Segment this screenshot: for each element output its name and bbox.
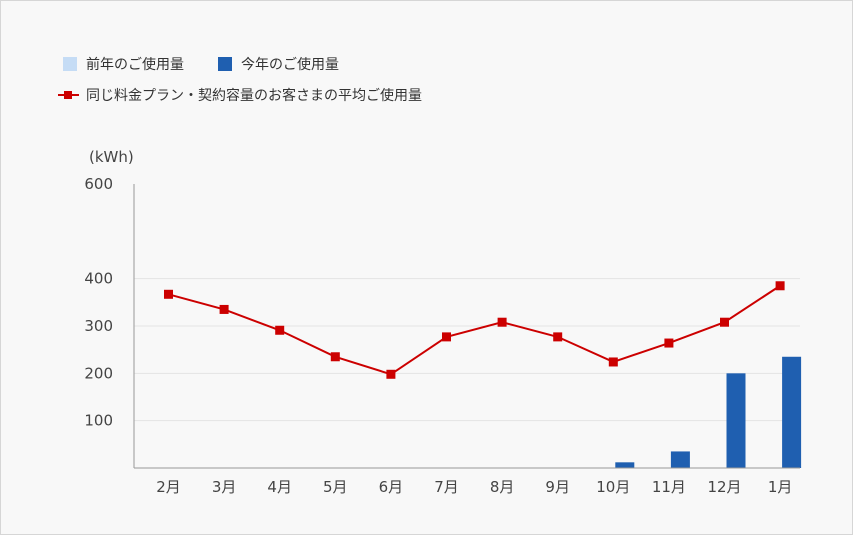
x-tick-label: 8月 <box>490 478 515 496</box>
y-tick-label: 100 <box>84 412 113 430</box>
legend: 前年のご使用量 今年のご使用量 同じ料金プラン・契約容量のお客さまの平均ご使用量 <box>58 56 422 104</box>
bar <box>615 462 635 468</box>
y-tick-label: 400 <box>84 270 113 288</box>
x-tick-label: 12月 <box>707 478 741 496</box>
x-tick-label: 4月 <box>267 478 292 496</box>
y-tick-label: 300 <box>84 317 113 335</box>
x-tick-label: 9月 <box>545 478 570 496</box>
average-usage-point <box>497 317 507 327</box>
average-usage-point <box>664 338 674 348</box>
x-axis-ticks: 2月 3月 4月 5月 6月 7月 8月 9月 10月 11月 12月 1月 <box>156 478 792 496</box>
gridlines <box>134 278 800 422</box>
y-tick-label: 600 <box>84 175 113 193</box>
average-usage-point <box>608 357 618 367</box>
bars <box>615 356 802 468</box>
x-tick-label: 5月 <box>323 478 348 496</box>
average-usage-point <box>720 317 729 327</box>
average-usage-point <box>275 325 285 335</box>
average-usage-series <box>164 281 785 379</box>
average-usage-point <box>442 332 451 342</box>
legend-label-previous-year: 前年のご使用量 <box>86 56 184 73</box>
average-usage-point <box>330 352 340 362</box>
axes <box>133 184 800 469</box>
y-axis-ticks: 100 200 300 400 600 <box>84 175 113 430</box>
average-usage-point <box>219 304 229 314</box>
legend-label-average: 同じ料金プラン・契約容量のお客さまの平均ご使用量 <box>86 87 422 104</box>
x-tick-label: 6月 <box>379 478 404 496</box>
x-tick-label: 3月 <box>212 478 237 496</box>
legend-marker-average <box>64 91 72 99</box>
legend-swatch-previous-year <box>63 57 77 71</box>
bar <box>726 373 746 468</box>
legend-swatch-this-year <box>218 57 232 71</box>
average-usage-line <box>168 284 781 376</box>
average-usage-point <box>553 332 563 342</box>
x-tick-label: 1月 <box>768 478 793 496</box>
x-tick-label: 10月 <box>596 478 630 496</box>
y-axis-unit-label: (kWh) <box>89 148 134 166</box>
average-usage-point <box>164 289 173 299</box>
average-usage-point <box>775 281 785 291</box>
bar <box>670 451 690 468</box>
y-tick-label: 200 <box>84 364 113 382</box>
x-tick-label: 2月 <box>156 478 181 496</box>
x-tick-label: 11月 <box>652 478 686 496</box>
bar <box>782 356 802 468</box>
average-usage-point <box>386 369 396 379</box>
legend-label-this-year: 今年のご使用量 <box>241 56 339 73</box>
x-tick-label: 7月 <box>434 478 459 496</box>
